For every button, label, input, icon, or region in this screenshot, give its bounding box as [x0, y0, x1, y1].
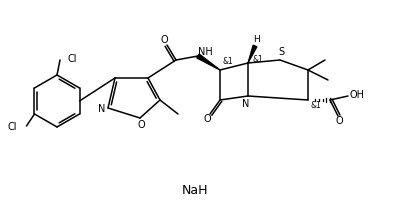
Text: Cl: Cl	[68, 54, 77, 64]
Text: Cl: Cl	[8, 122, 18, 132]
Text: &1: &1	[223, 57, 233, 67]
Text: N: N	[98, 104, 106, 114]
Polygon shape	[197, 54, 220, 70]
Text: NaH: NaH	[182, 183, 208, 197]
Polygon shape	[248, 45, 257, 63]
Text: O: O	[203, 114, 211, 124]
Text: NH: NH	[198, 47, 213, 57]
Text: O: O	[137, 120, 145, 130]
Text: O: O	[160, 35, 168, 45]
Text: H: H	[253, 36, 260, 45]
Text: N: N	[242, 99, 250, 109]
Text: OH: OH	[350, 90, 365, 100]
Text: &1: &1	[253, 56, 263, 64]
Text: &1: &1	[311, 102, 321, 110]
Text: O: O	[335, 116, 343, 126]
Text: S: S	[278, 47, 284, 57]
